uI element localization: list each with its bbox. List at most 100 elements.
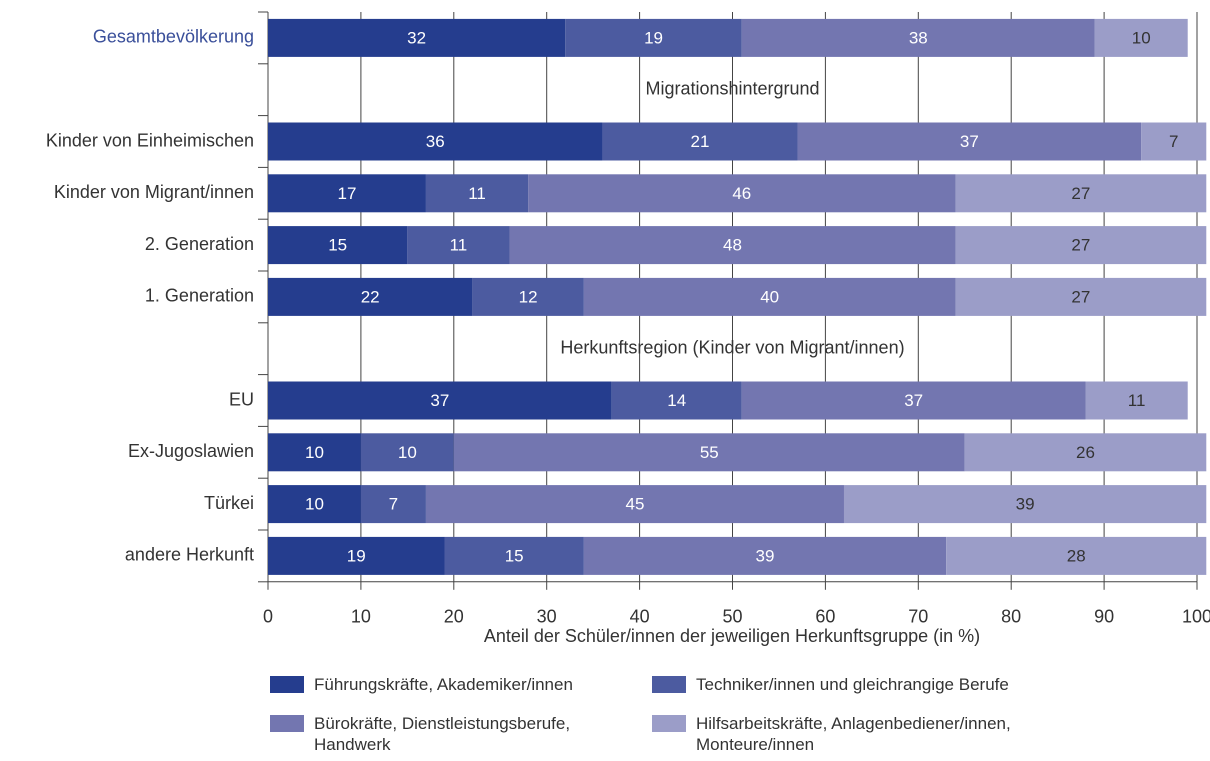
y-tick-label: Türkei [204, 493, 254, 513]
bar-segment [407, 226, 510, 265]
x-tick-label: 10 [351, 607, 371, 627]
legend-item: Techniker/innen und gleichrangige Berufe [652, 674, 1072, 695]
data-label: 19 [347, 546, 366, 565]
bar-segment [1094, 18, 1188, 57]
data-label: 55 [700, 443, 719, 462]
bar-segment [946, 536, 1207, 575]
bar-segment [268, 226, 408, 265]
y-tick-label: Kinder von Migrant/innen [54, 182, 254, 202]
data-label: 17 [338, 184, 357, 203]
legend-item: Bürokräfte, Dienstleistungsberufe, Handw… [270, 713, 600, 755]
bar-segment [268, 433, 361, 472]
bar-segment [955, 277, 1207, 316]
bar-segment [360, 433, 454, 472]
x-tick-label: 50 [722, 607, 742, 627]
data-label: 15 [505, 546, 524, 565]
bar-segment [268, 277, 473, 316]
data-label: 37 [960, 132, 979, 151]
bar-segment [268, 122, 603, 161]
section-label: Migrationshintergrund [645, 78, 819, 98]
data-label: 10 [1132, 28, 1151, 47]
y-tick-label: 1. Generation [145, 286, 254, 306]
legend-label: Führungskräfte, Akademiker/innen [314, 675, 573, 694]
y-tick-label: 2. Generation [145, 234, 254, 254]
data-label: 19 [644, 28, 663, 47]
bar-segment [425, 485, 844, 524]
data-label: 27 [1071, 184, 1090, 203]
data-label: 37 [904, 391, 923, 410]
legend-item: Hilfsarbeitskräfte, Anlagenbediener/inne… [652, 713, 1072, 755]
x-tick-label: 40 [630, 607, 650, 627]
y-tick-label: Kinder von Einheimischen [46, 130, 254, 150]
data-label: 27 [1071, 287, 1090, 306]
x-tick-label: 20 [444, 607, 464, 627]
data-label: 39 [756, 546, 775, 565]
bar-segment [611, 381, 742, 420]
section-label: Herkunftsregion (Kinder von Migrant/inne… [560, 337, 904, 357]
bar-segment [583, 277, 956, 316]
bar-segment [955, 174, 1207, 213]
bar-segment [528, 174, 956, 213]
bar-segment [268, 536, 445, 575]
y-tick-label: Ex-Jugoslawien [128, 441, 254, 461]
data-label: 45 [625, 495, 644, 514]
bar-segment [472, 277, 584, 316]
data-label: 14 [667, 391, 686, 410]
bar-segment [268, 381, 612, 420]
y-tick-label: Gesamtbevölkerung [93, 27, 254, 47]
bar-segment [453, 433, 965, 472]
legend-label: Bürokräfte, Dienstleistungsberufe, Handw… [314, 714, 571, 754]
bar-segment [741, 18, 1095, 57]
legend-label: Techniker/innen und gleichrangige Berufe [696, 675, 1009, 694]
data-label: 7 [1169, 132, 1178, 151]
legend-label: Hilfsarbeitskräfte, Anlagenbediener/inne… [696, 714, 1011, 754]
data-label: 37 [430, 391, 449, 410]
x-tick-label: 90 [1094, 607, 1114, 627]
x-tick-label: 0 [263, 607, 273, 627]
data-label: 11 [468, 184, 486, 203]
legend-swatch [652, 715, 686, 732]
bar-segment [955, 226, 1207, 265]
data-label: 26 [1076, 443, 1095, 462]
data-label: 15 [328, 236, 347, 255]
data-label: 7 [389, 495, 398, 514]
data-label: 10 [305, 443, 324, 462]
bar-segment [444, 536, 584, 575]
data-label: 11 [450, 236, 468, 255]
y-tick-label: andere Herkunft [125, 545, 254, 565]
bar-segment [741, 381, 1086, 420]
bar-segment [1085, 381, 1188, 420]
data-label: 40 [760, 287, 779, 306]
y-tick-label: EU [229, 389, 254, 409]
bar-segment [797, 122, 1142, 161]
x-tick-label: 30 [537, 607, 557, 627]
bar-segment [268, 18, 566, 57]
data-label: 21 [691, 132, 710, 151]
bar-segment [964, 433, 1207, 472]
chart: Anteil der Schüler/innen der jeweiligen … [46, 11, 1210, 646]
x-tick-label: 70 [908, 607, 928, 627]
bar-segment [268, 174, 426, 213]
bar-segment [509, 226, 956, 265]
data-label: 39 [1016, 495, 1035, 514]
data-label: 12 [519, 287, 538, 306]
bar-segment [425, 174, 529, 213]
bar-segment [268, 485, 361, 524]
bar-segment [1141, 122, 1207, 161]
legend-swatch [270, 715, 304, 732]
x-axis-title: Anteil der Schüler/innen der jeweiligen … [484, 626, 980, 646]
data-label: 22 [361, 287, 380, 306]
data-label: 28 [1067, 546, 1086, 565]
data-label: 11 [1128, 391, 1146, 410]
legend-swatch [270, 676, 304, 693]
data-label: 27 [1071, 236, 1090, 255]
x-tick-label: 80 [1001, 607, 1021, 627]
legend-swatch [652, 676, 686, 693]
bar-segment [583, 536, 947, 575]
data-label: 36 [426, 132, 445, 151]
x-tick-label: 60 [815, 607, 835, 627]
bar-segment [565, 18, 742, 57]
legend-item: Führungskräfte, Akademiker/innen [270, 674, 600, 695]
x-tick-label: 100 [1182, 607, 1210, 627]
